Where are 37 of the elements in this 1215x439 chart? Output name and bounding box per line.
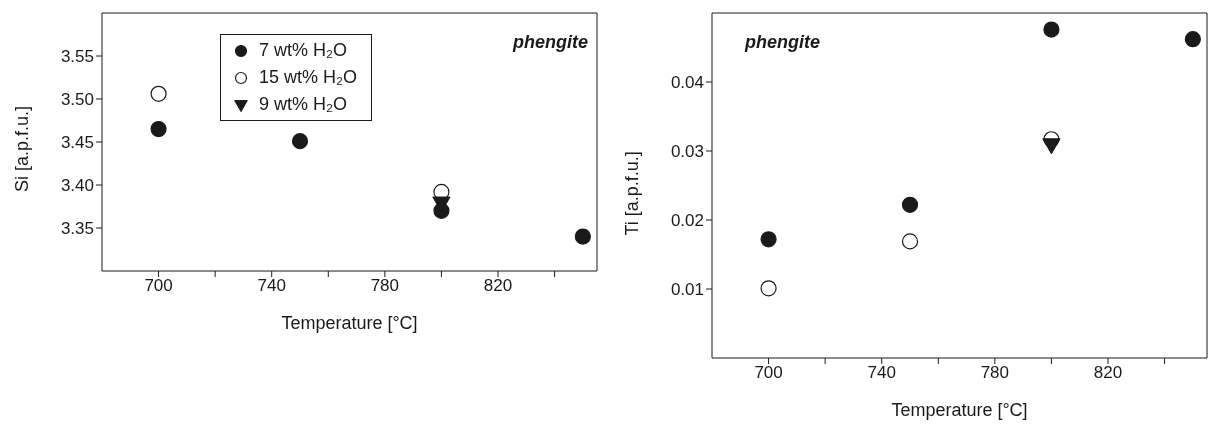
legend-label: 15 wt% H₂O: [259, 66, 358, 89]
legend-label: 7 wt% H₂O: [259, 39, 348, 62]
y-tick-label: 3.45: [60, 133, 94, 153]
x-tick-label: 780: [370, 276, 400, 296]
point: [1042, 138, 1061, 155]
annotation: phengite: [513, 32, 588, 53]
x-tick-label: 700: [144, 276, 173, 296]
x-axis-title: Temperature [°C]: [891, 400, 1028, 420]
point: [901, 196, 919, 213]
point: [760, 280, 777, 297]
point: [1043, 21, 1060, 38]
point: [760, 231, 777, 248]
x-tick-label: 820: [483, 276, 513, 296]
point: [150, 121, 167, 138]
y-tick-label: 3.40: [60, 176, 94, 196]
y-axis-title: Ti [a.p.f.u.]: [622, 151, 643, 236]
y-tick-label: 0.03: [670, 142, 704, 162]
y-axis-title: Si [a.p.f.u.]: [12, 105, 33, 192]
point: [291, 133, 309, 150]
legend-label: 9 wt% H₂O: [259, 93, 348, 116]
point: [150, 85, 167, 102]
y-tick-label: 3.35: [60, 219, 94, 239]
x-axis-title: Temperature [°C]: [281, 313, 418, 333]
point: [1184, 31, 1201, 48]
x-tick-label: 820: [1093, 363, 1123, 383]
x-tick-label: 740: [257, 276, 286, 296]
y-tick-label: 3.50: [60, 90, 94, 110]
y-tick-label: 0.04: [670, 73, 704, 93]
y-tick-label: 0.01: [670, 280, 704, 300]
annotation: phengite: [745, 32, 820, 53]
x-tick-label: 780: [980, 363, 1010, 383]
y-tick-label: 3.55: [60, 47, 94, 67]
x-tick-label: 700: [754, 363, 783, 383]
point: [574, 228, 591, 245]
point: [901, 233, 919, 250]
y-tick-label: 0.02: [670, 211, 704, 231]
x-tick-label: 740: [867, 363, 896, 383]
